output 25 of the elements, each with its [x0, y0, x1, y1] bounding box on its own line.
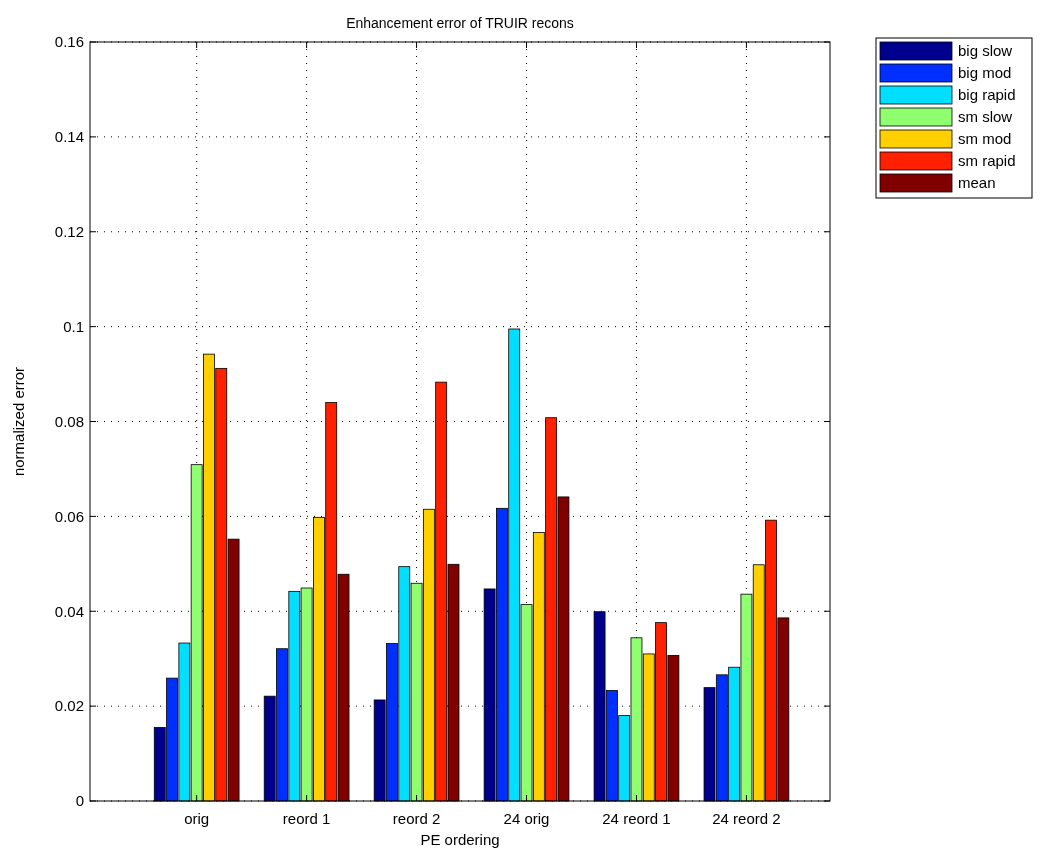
y-tick-label: 0.04 — [54, 602, 84, 620]
x-tick-label: reord 1 — [282, 810, 331, 827]
legend-label: sm rapid — [958, 152, 1016, 170]
legend-label: big slow — [958, 42, 1013, 60]
legend-label: sm slow — [958, 108, 1013, 126]
x-axis-title: PE ordering — [420, 831, 500, 848]
legend-label: big mod — [958, 64, 1012, 82]
x-tick-label: 24 reord 1 — [602, 810, 671, 827]
y-tick-label: 0.06 — [54, 507, 84, 525]
x-tick-label: 24 orig — [503, 810, 550, 827]
legend-label: sm mod — [958, 130, 1012, 148]
y-axis-title: normalized error — [10, 366, 27, 477]
y-tick-label: 0 — [75, 792, 84, 810]
x-tick-label: 24 reord 2 — [712, 810, 781, 827]
x-tick-label: reord 2 — [392, 810, 441, 827]
y-tick-label: 0.08 — [54, 412, 84, 430]
legend-label: mean — [958, 174, 996, 192]
y-tick-label: 0.1 — [63, 317, 84, 335]
x-tick-label: orig — [184, 810, 210, 827]
y-tick-label: 0.16 — [54, 33, 84, 51]
chart-title: Enhancement error of TRUIR recons — [346, 15, 574, 31]
legend-label: big rapid — [958, 86, 1016, 104]
y-tick-label: 0.02 — [54, 697, 84, 715]
y-tick-label: 0.12 — [54, 223, 84, 240]
y-tick-label: 0.14 — [54, 128, 84, 146]
